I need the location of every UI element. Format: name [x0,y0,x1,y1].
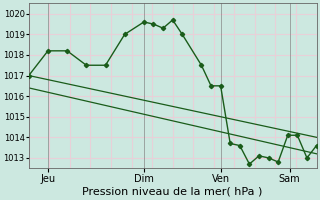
X-axis label: Pression niveau de la mer( hPa ): Pression niveau de la mer( hPa ) [83,187,263,197]
